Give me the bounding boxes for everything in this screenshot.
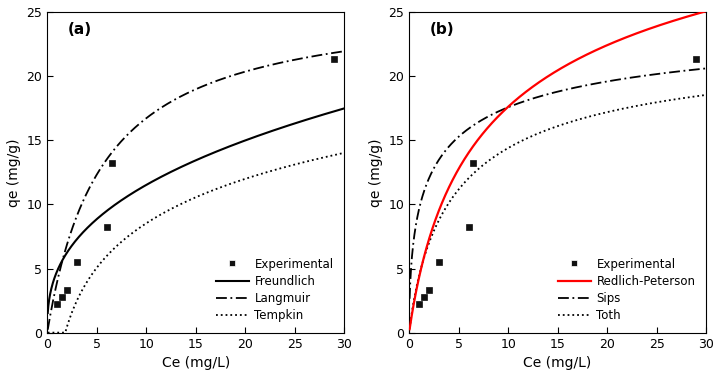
Text: (a): (a) xyxy=(68,21,92,37)
X-axis label: Ce (mg/L): Ce (mg/L) xyxy=(162,356,230,370)
X-axis label: Ce (mg/L): Ce (mg/L) xyxy=(523,356,592,370)
Legend: Experimental, Freundlich, Langmuir, Tempkin: Experimental, Freundlich, Langmuir, Temp… xyxy=(211,253,338,327)
Y-axis label: qe (mg/g): qe (mg/g) xyxy=(369,138,383,207)
Legend: Experimental, Redlich-Peterson, Sips, Toth: Experimental, Redlich-Peterson, Sips, To… xyxy=(553,253,700,327)
Text: (b): (b) xyxy=(430,21,454,37)
Y-axis label: qe (mg/g): qe (mg/g) xyxy=(7,138,21,207)
